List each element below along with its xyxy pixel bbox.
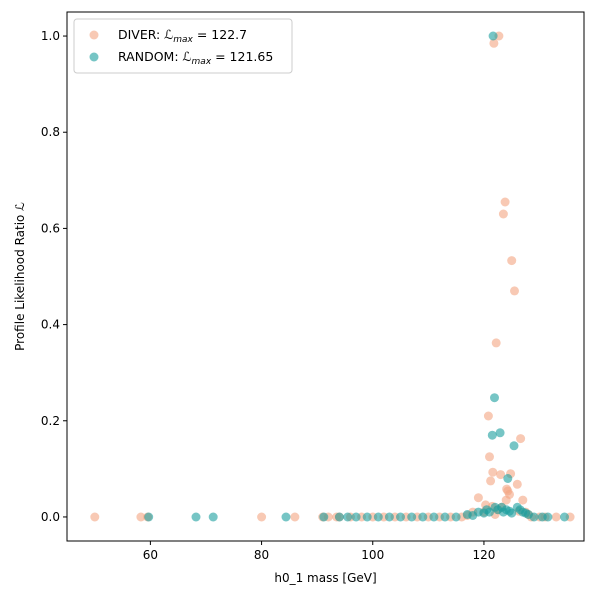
x-axis-label: h0_1 mass [GeV] <box>274 571 376 585</box>
y-tick-label: 0.8 <box>41 125 60 139</box>
data-point-random <box>529 512 539 522</box>
data-point-diver <box>551 512 561 522</box>
y-tick-label: 0.0 <box>41 510 60 524</box>
y-tick-label: 0.2 <box>41 414 60 428</box>
data-point-diver <box>90 512 100 522</box>
data-point-diver <box>507 256 517 266</box>
legend-entry-diver: DIVER: ℒmax = 122.7 <box>118 27 247 45</box>
data-point-diver <box>485 452 494 462</box>
data-point-random <box>503 474 513 483</box>
data-point-diver <box>486 476 496 486</box>
x-tick-label: 100 <box>361 548 384 562</box>
data-point-diver <box>505 489 514 499</box>
data-point-diver <box>491 338 501 348</box>
legend-random-value: = 121.65 <box>211 49 273 64</box>
data-point-random <box>384 512 394 522</box>
data-point-random <box>343 512 353 522</box>
legend-marker-random <box>89 52 99 62</box>
legend-diver-math: ℒ <box>164 27 173 42</box>
data-point-diver <box>257 512 267 522</box>
x-tick-label: 120 <box>472 548 495 562</box>
data-point-diver <box>473 493 483 503</box>
legend: DIVER: ℒmax = 122.7 RANDOM: ℒmax = 121.6… <box>73 18 293 74</box>
data-point-random <box>418 512 428 522</box>
y-axis-label: Profile Likelihood Ratio ℒ <box>13 202 27 351</box>
data-point-random <box>373 512 383 522</box>
data-point-random <box>488 31 498 41</box>
series-random <box>144 31 569 522</box>
plot-frame <box>66 11 585 542</box>
data-point-random <box>509 441 519 451</box>
data-point-diver <box>483 411 493 421</box>
legend-random-sub: max <box>192 57 212 67</box>
legend-diver-value: = 122.7 <box>193 27 247 42</box>
legend-diver-sub: max <box>173 35 193 45</box>
y-tick-label: 1.0 <box>41 29 60 43</box>
legend-random-math: ℒ <box>183 49 192 64</box>
data-point-diver <box>510 286 519 296</box>
legend-random-prefix: RANDOM: <box>118 49 183 64</box>
data-point-diver <box>512 479 522 489</box>
data-point-diver <box>489 38 499 48</box>
data-point-random <box>560 512 569 522</box>
data-point-diver <box>498 209 508 219</box>
points-layer <box>90 31 575 522</box>
x-tick-label: 60 <box>143 548 158 562</box>
data-point-random <box>351 512 361 522</box>
data-point-random <box>144 512 154 522</box>
data-point-random <box>319 512 329 522</box>
legend-box <box>73 18 293 74</box>
data-point-random <box>429 512 439 522</box>
data-point-diver <box>500 197 510 207</box>
data-point-random <box>451 512 461 522</box>
data-point-random <box>362 512 372 522</box>
legend-marker-diver <box>89 30 99 40</box>
data-point-diver <box>516 434 526 444</box>
x-tick-label: 80 <box>254 548 269 562</box>
data-point-random <box>490 393 499 403</box>
data-point-diver <box>518 495 528 505</box>
data-point-random <box>495 428 505 438</box>
data-point-diver <box>496 470 506 480</box>
y-tick-label: 0.4 <box>41 318 60 332</box>
data-point-random <box>191 512 201 522</box>
data-point-random <box>487 430 497 440</box>
data-point-diver <box>290 512 300 522</box>
legend-diver-prefix: DIVER: <box>118 27 164 42</box>
data-point-random <box>440 512 450 522</box>
ticks-layer: 60 80 100 120 0.0 0.2 0.4 0.6 0.8 1.0 <box>41 29 495 562</box>
data-point-random <box>281 512 291 522</box>
data-point-random <box>507 508 517 518</box>
data-point-random <box>543 512 553 522</box>
data-point-diver <box>136 512 146 522</box>
legend-entry-random: RANDOM: ℒmax = 121.65 <box>118 49 273 67</box>
data-point-random <box>407 512 417 522</box>
data-point-diver <box>488 467 498 477</box>
data-point-random <box>334 512 344 522</box>
data-point-random <box>208 512 218 522</box>
y-tick-label: 0.6 <box>41 221 60 235</box>
data-point-random <box>396 512 405 522</box>
